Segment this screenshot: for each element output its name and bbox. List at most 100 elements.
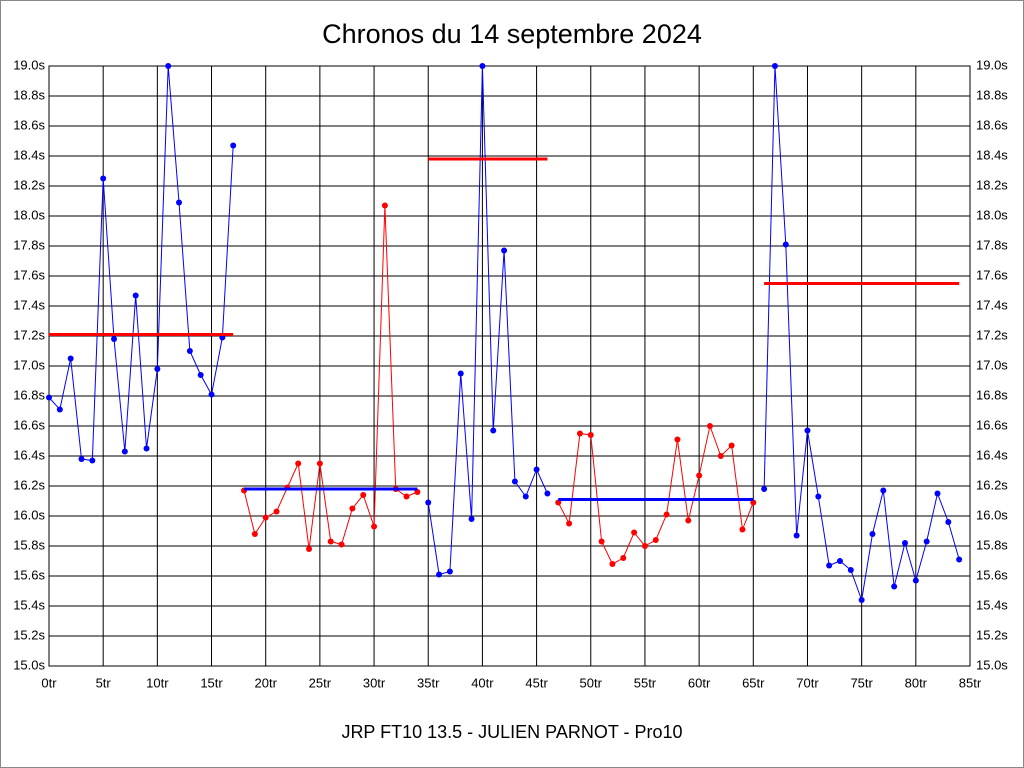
y-tick-label: 17.8s (13, 237, 45, 252)
data-point (154, 366, 161, 372)
x-tick-label: 55tr (634, 675, 657, 690)
x-tick-label: 30tr (363, 675, 386, 690)
x-tick-label: 40tr (471, 675, 494, 690)
y2-tick-label: 16.8s (976, 387, 1008, 402)
data-point (566, 520, 573, 527)
data-point (847, 567, 854, 573)
y-tick-label: 15.4s (13, 597, 45, 612)
x-tick-label: 65tr (742, 675, 765, 690)
y2-tick-label: 17.6s (976, 267, 1008, 282)
data-point (836, 558, 843, 564)
data-point (620, 555, 627, 561)
data-point (262, 514, 269, 521)
y-tick-label: 16.2s (13, 477, 45, 492)
data-point (338, 541, 345, 548)
data-point (598, 538, 605, 545)
x-tick-label: 50tr (580, 675, 603, 690)
data-point (901, 540, 908, 546)
data-point (143, 445, 150, 452)
y-tick-label: 17.0s (13, 357, 45, 372)
y-tick-label: 18.4s (13, 147, 45, 162)
data-point (858, 597, 865, 603)
y-tick-label: 15.2s (13, 627, 45, 642)
data-point (923, 538, 930, 545)
data-point (273, 508, 280, 515)
series-line (48, 65, 234, 462)
data-point (208, 391, 215, 398)
data-point (165, 63, 172, 69)
data-point (46, 394, 52, 401)
x-tick-label: 0tr (41, 675, 57, 690)
data-point (945, 519, 952, 525)
y2-tick-label: 18.4s (976, 147, 1008, 162)
data-point (609, 561, 616, 567)
data-point (230, 142, 237, 149)
y-tick-label: 15.6s (13, 567, 45, 582)
data-point (771, 63, 778, 69)
y2-tick-label: 17.8s (976, 237, 1008, 252)
y-tick-label: 17.2s (13, 327, 45, 342)
plot-border (48, 65, 971, 667)
y-tick-label: 16.8s (13, 387, 45, 402)
data-point (78, 456, 85, 462)
data-point (869, 531, 876, 537)
data-point (132, 292, 139, 299)
x-axis-label: JRP FT10 13.5 - JULIEN PARNOT - Pro10 (341, 722, 682, 742)
x-tick-label: 80tr (905, 675, 928, 690)
x-tick-label: 85tr (959, 675, 982, 690)
data-point (349, 505, 356, 512)
data-point (826, 562, 833, 569)
y2-tick-label: 15.0s (976, 657, 1008, 672)
data-point (381, 202, 388, 209)
x-tick-label: 15tr (200, 675, 223, 690)
data-point (587, 432, 594, 438)
data-point (663, 511, 670, 518)
data-point (706, 423, 713, 429)
data-point (295, 460, 302, 467)
data-point (934, 490, 941, 497)
data-point (696, 472, 703, 479)
y2-tick-label: 17.4s (976, 297, 1008, 312)
y2-tick-label: 16.4s (976, 447, 1008, 462)
y-tick-label: 15.0s (13, 657, 45, 672)
data-point (176, 199, 183, 206)
x-tick-label: 5tr (96, 675, 112, 690)
y-tick-label: 18.6s (13, 117, 45, 132)
data-point (717, 453, 724, 459)
data-point (761, 486, 768, 492)
y-tick-label: 17.6s (13, 267, 45, 282)
data-point (425, 499, 432, 506)
data-point (804, 427, 811, 434)
data-point (880, 487, 887, 494)
x-tick-label: 20tr (255, 675, 278, 690)
data-point (327, 538, 334, 545)
data-point (631, 529, 638, 536)
y2-tick-label: 18.8s (976, 87, 1008, 102)
y-tick-label: 16.0s (13, 507, 45, 522)
x-tick-label: 75tr (850, 675, 873, 690)
data-point (360, 492, 367, 498)
y-tick-label: 18.8s (13, 87, 45, 102)
y-tick-label: 18.2s (13, 177, 45, 192)
data-point (457, 370, 464, 377)
data-point (956, 556, 963, 563)
data-point (674, 436, 681, 443)
y2-tick-label: 15.6s (976, 567, 1008, 582)
data-point (371, 523, 378, 530)
data-point (121, 448, 128, 455)
y-tick-label: 17.4s (13, 297, 45, 312)
y2-tick-label: 15.2s (976, 627, 1008, 642)
data-point (728, 442, 735, 449)
data-point (403, 493, 410, 500)
y-tick-label: 16.4s (13, 447, 45, 462)
y-tick-label: 16.6s (13, 417, 45, 432)
data-point (891, 583, 898, 590)
y2-tick-label: 18.0s (976, 207, 1008, 222)
y-tick-label: 18.0s (13, 207, 45, 222)
data-point (446, 568, 453, 575)
data-point (111, 336, 118, 342)
y2-tick-label: 16.0s (976, 507, 1008, 522)
data-point (89, 457, 96, 464)
